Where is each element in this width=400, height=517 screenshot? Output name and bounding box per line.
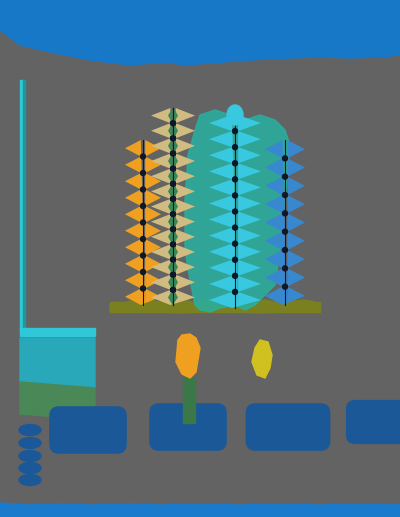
Ellipse shape [140, 286, 146, 291]
Ellipse shape [170, 136, 176, 141]
Ellipse shape [282, 174, 288, 179]
FancyBboxPatch shape [246, 403, 330, 451]
Polygon shape [209, 115, 261, 308]
Ellipse shape [232, 161, 238, 166]
Ellipse shape [232, 241, 238, 246]
Ellipse shape [140, 171, 146, 175]
Ellipse shape [140, 236, 146, 241]
Ellipse shape [170, 120, 176, 126]
Ellipse shape [19, 437, 41, 449]
Polygon shape [110, 299, 320, 313]
Polygon shape [125, 140, 161, 305]
Ellipse shape [140, 253, 146, 258]
FancyBboxPatch shape [49, 406, 127, 454]
Ellipse shape [170, 196, 176, 202]
Polygon shape [151, 108, 195, 305]
Ellipse shape [170, 136, 176, 141]
Ellipse shape [282, 156, 288, 161]
Ellipse shape [140, 220, 146, 225]
Ellipse shape [282, 248, 288, 252]
Bar [183, 378, 195, 423]
Ellipse shape [140, 187, 146, 192]
Ellipse shape [170, 181, 176, 186]
Polygon shape [265, 140, 305, 305]
Ellipse shape [170, 257, 176, 262]
Ellipse shape [170, 151, 176, 156]
Ellipse shape [232, 129, 238, 133]
Ellipse shape [232, 177, 238, 182]
Ellipse shape [140, 154, 146, 159]
Ellipse shape [227, 105, 243, 125]
Bar [20, 80, 23, 332]
Ellipse shape [232, 225, 238, 230]
Ellipse shape [170, 227, 176, 232]
Polygon shape [252, 340, 272, 378]
Ellipse shape [170, 242, 176, 247]
Ellipse shape [232, 145, 238, 149]
Polygon shape [0, 503, 400, 517]
Bar [20, 328, 95, 336]
Ellipse shape [232, 273, 238, 278]
Ellipse shape [282, 229, 288, 234]
Ellipse shape [140, 269, 146, 275]
Ellipse shape [232, 193, 238, 198]
Bar [23, 80, 25, 332]
Ellipse shape [19, 463, 41, 474]
Polygon shape [20, 338, 95, 388]
Ellipse shape [232, 257, 238, 262]
Ellipse shape [282, 211, 288, 216]
Ellipse shape [170, 272, 176, 277]
Ellipse shape [232, 290, 238, 294]
Ellipse shape [282, 192, 288, 197]
Ellipse shape [170, 211, 176, 217]
Polygon shape [176, 334, 200, 378]
Polygon shape [185, 110, 290, 312]
Ellipse shape [170, 272, 176, 277]
Polygon shape [110, 302, 320, 312]
Ellipse shape [19, 475, 41, 485]
FancyBboxPatch shape [149, 403, 227, 451]
Ellipse shape [232, 209, 238, 214]
Ellipse shape [170, 166, 176, 171]
Ellipse shape [170, 181, 176, 186]
Polygon shape [20, 382, 95, 420]
Ellipse shape [282, 266, 288, 271]
Ellipse shape [170, 211, 176, 217]
Ellipse shape [170, 227, 176, 232]
Polygon shape [168, 108, 178, 305]
Ellipse shape [140, 204, 146, 208]
Ellipse shape [19, 424, 41, 435]
Ellipse shape [170, 287, 176, 292]
Ellipse shape [282, 284, 288, 289]
Ellipse shape [170, 196, 176, 202]
Polygon shape [0, 0, 400, 65]
Ellipse shape [19, 450, 41, 462]
Ellipse shape [170, 242, 176, 247]
Ellipse shape [170, 120, 176, 126]
Ellipse shape [170, 287, 176, 292]
Ellipse shape [170, 151, 176, 156]
Ellipse shape [170, 166, 176, 171]
Ellipse shape [170, 257, 176, 262]
FancyBboxPatch shape [346, 400, 400, 444]
